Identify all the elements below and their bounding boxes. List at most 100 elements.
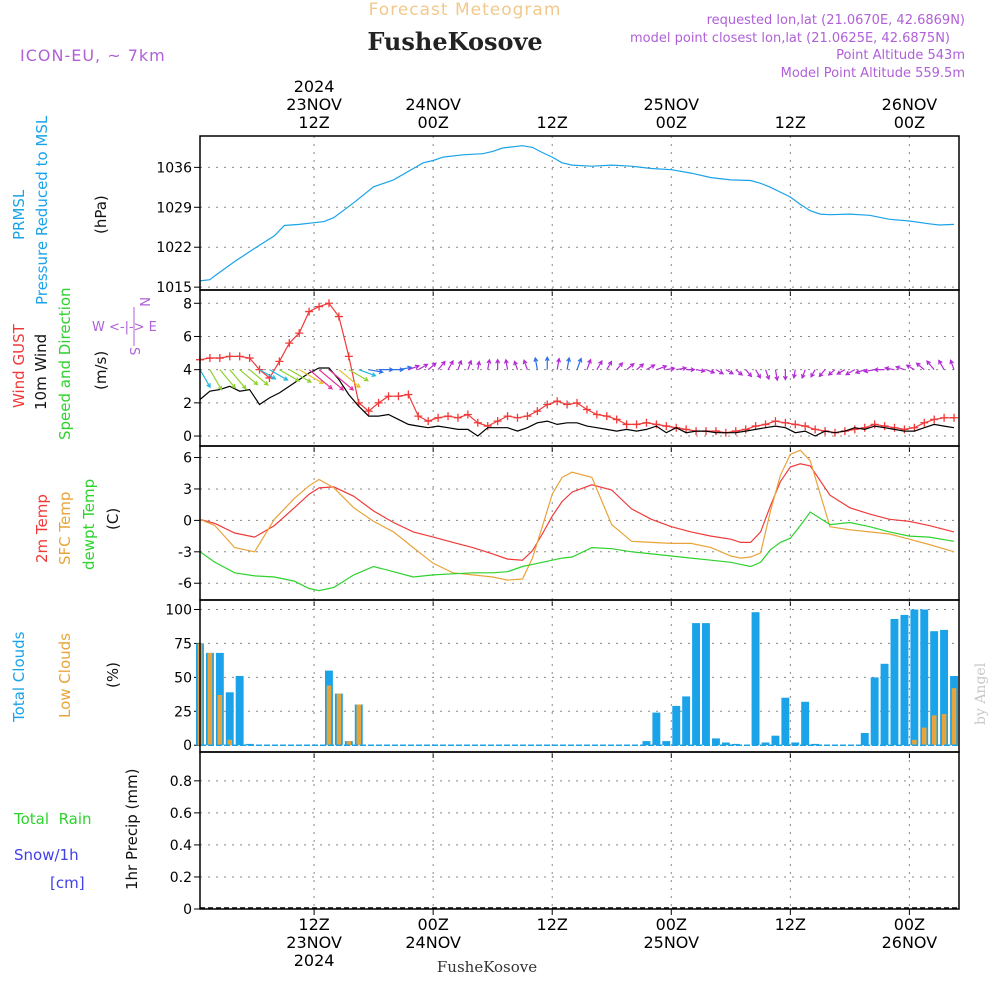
precip-tick-label: 0.8 — [170, 774, 192, 790]
bottom-time-label: 12Z — [298, 915, 329, 934]
wind-arrow — [586, 358, 592, 370]
gust-point — [483, 422, 492, 431]
wind-arrow — [827, 369, 836, 376]
gust-point — [453, 413, 462, 422]
precip-tick-label: 0 — [183, 902, 192, 918]
pressure-tick-label: 1036 — [156, 160, 192, 176]
temperature-tick-label: 0 — [183, 513, 192, 529]
gust-point — [334, 312, 343, 321]
total-cloud-bar — [751, 612, 760, 746]
bottom-time-label: 24NOV — [405, 933, 461, 952]
wind-arrow — [884, 366, 895, 371]
pressure-tick-label: 1022 — [156, 240, 192, 256]
compass-we: W <-|-> E — [92, 320, 157, 335]
gust-point — [602, 412, 611, 421]
bottom-time-label: 12Z — [775, 915, 806, 934]
wind-arrow — [774, 369, 780, 382]
wind-arrow — [288, 369, 313, 383]
gust-point — [801, 422, 810, 431]
wind-arrow — [427, 362, 437, 371]
total-cloud-bar — [781, 697, 790, 746]
gust-point — [523, 412, 532, 421]
pressure-tick-label: 1029 — [156, 200, 192, 216]
wind-arrow — [259, 369, 277, 380]
cm-label: [cm] — [50, 874, 85, 892]
top-time-label: 24NOV — [405, 95, 461, 114]
temperature-tick-label: 3 — [183, 482, 192, 498]
compass-rose: N W <-|-> E S — [92, 297, 157, 355]
wind-10m-label: 10m Wind — [32, 334, 50, 410]
gust-point — [235, 352, 244, 361]
temperature-tick-label: 6 — [183, 451, 192, 467]
bottom-time-label: 2024 — [294, 951, 335, 970]
closest-coords: model point closest lon,lat (21.0625E, 4… — [630, 31, 950, 46]
location-title: FusheKosove — [367, 27, 542, 56]
wind-arrow — [457, 359, 463, 370]
total-cloud-bar — [235, 676, 244, 746]
bottom-time-label: 25NOV — [643, 933, 699, 952]
point-altitude: Point Altitude 543m — [836, 48, 965, 63]
total-cloud-bar — [880, 663, 889, 746]
wind-arrow — [755, 369, 761, 379]
wind-arrow — [199, 369, 211, 389]
prmsl-label: PRMSL — [10, 189, 28, 240]
gust-point — [295, 329, 304, 338]
total-cloud-bar — [940, 629, 948, 746]
gust-point — [582, 405, 591, 414]
gust-point — [920, 418, 929, 427]
total-cloud-bar — [910, 609, 919, 746]
clouds-tick-label: 100 — [165, 603, 192, 619]
gust-point — [503, 412, 512, 421]
bottom-time-label: 23NOV — [286, 933, 342, 952]
gust-point — [950, 413, 959, 422]
clouds-tick-label: 25 — [174, 704, 192, 720]
panel-wind: 0 2 4 6 8 — [183, 289, 960, 452]
total-cloud-bar — [860, 733, 869, 746]
gust-point — [711, 427, 720, 436]
prmsl-desc-label: Pressure Reduced to MSL — [33, 115, 51, 305]
gust-point — [791, 420, 800, 429]
gust-point — [225, 352, 234, 361]
gust-point — [444, 412, 453, 421]
gust-point — [493, 417, 502, 426]
clouds-tick-label: 75 — [174, 636, 192, 652]
wind-arrow — [476, 360, 482, 370]
gust-point — [860, 423, 869, 432]
model-label: ICON-EU, ~ 7km — [20, 46, 166, 65]
wind-arrow — [229, 369, 247, 390]
wind-arrow — [566, 356, 571, 370]
top-time-label: 00Z — [417, 113, 448, 132]
gust-point — [275, 357, 284, 366]
wind-arrow — [862, 368, 875, 374]
top-time-label: 12Z — [537, 113, 568, 132]
gust-point — [751, 422, 760, 431]
wind-arrow — [533, 356, 539, 370]
total-cloud-bar — [870, 677, 879, 746]
gust-point — [404, 390, 413, 399]
wind-arrow — [818, 369, 826, 378]
wind-arrow — [745, 369, 753, 378]
model-altitude: Model Point Altitude 559.5m — [781, 66, 965, 81]
bottom-time-label: 00Z — [656, 915, 687, 934]
total-cloud-bar — [652, 712, 661, 746]
wind-arrow — [949, 359, 955, 370]
gust-point — [473, 418, 482, 427]
top-time-label: 26NOV — [882, 95, 938, 114]
gust-point — [324, 299, 333, 308]
gust-point — [315, 302, 324, 311]
wind-arrow — [486, 358, 492, 370]
gust-point — [305, 307, 314, 316]
total-cloud-bar — [801, 701, 810, 746]
gust-point — [414, 412, 423, 421]
gust-point — [642, 418, 651, 427]
gust-point — [364, 407, 373, 416]
footer-location: FusheKosove — [437, 958, 537, 976]
wind-tick-label: 6 — [183, 329, 192, 345]
clouds-tick-label: 0 — [183, 738, 192, 754]
gust-point — [890, 423, 899, 432]
top-time-label: 00Z — [656, 113, 687, 132]
bottom-time-label: 26NOV — [882, 933, 938, 952]
wind-arrow — [705, 369, 716, 374]
wind-arrow — [636, 363, 645, 371]
